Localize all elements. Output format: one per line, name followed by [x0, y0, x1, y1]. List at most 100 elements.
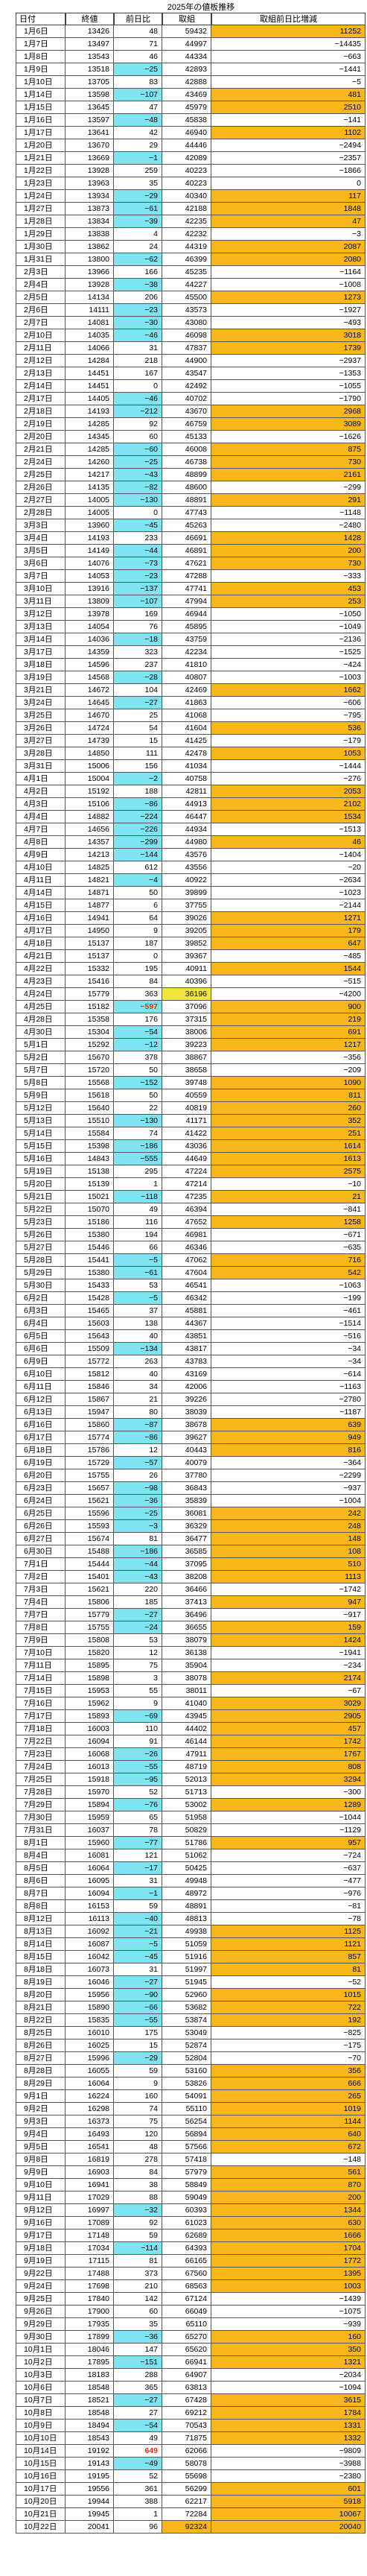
- open-interest-cell: 40922: [162, 874, 211, 887]
- open-interest-cell: 43817: [162, 1343, 211, 1355]
- change-cell: −46: [114, 393, 162, 405]
- oi-change-cell: 117: [211, 190, 366, 203]
- oi-change-cell: −333: [211, 570, 366, 583]
- oi-change-cell: 536: [211, 722, 366, 735]
- open-interest-cell: 43945: [162, 1710, 211, 1723]
- open-interest-cell: 47235: [162, 1191, 211, 1203]
- table-row: 2月10日 14035 −46 46098 3018: [16, 329, 366, 342]
- date-cell: 10月22日: [16, 2521, 66, 2534]
- oi-change-cell: −5: [211, 76, 366, 89]
- open-interest-cell: 50425: [162, 1862, 211, 1875]
- date-cell: 10月3日: [16, 2369, 66, 2382]
- oi-change-cell: −976: [211, 1887, 366, 1900]
- change-cell: 64: [114, 912, 162, 925]
- close-cell: 15806: [66, 1596, 114, 1609]
- table-row: 1月31日 13800 −62 46399 2080: [16, 253, 366, 266]
- date-cell: 8月5日: [16, 1862, 66, 1875]
- sheet-title: 2025年の値板推移: [121, 3, 281, 13]
- oi-change-cell: −1063: [211, 1279, 366, 1292]
- date-cell: 7月4日: [16, 1596, 66, 1609]
- date-cell: 7月1日: [16, 1558, 66, 1571]
- oi-change-cell: 1739: [211, 342, 366, 355]
- date-cell: 1月27日: [16, 203, 66, 215]
- change-cell: −29: [114, 2052, 162, 2065]
- date-cell: 4月24日: [16, 988, 66, 1001]
- open-interest-cell: 43783: [162, 1355, 211, 1368]
- table-row: 3月11日 13809 −107 47994 253: [16, 595, 366, 608]
- table-row: 10月2日 17895 −151 66941 1321: [16, 2356, 366, 2369]
- open-interest-cell: 64393: [162, 2242, 211, 2255]
- oi-change-cell: −671: [211, 1229, 366, 1241]
- change-cell: −555: [114, 1153, 162, 1165]
- change-cell: −18: [114, 633, 162, 646]
- close-cell: 19945: [66, 2508, 114, 2521]
- oi-change-cell: 1003: [211, 2280, 366, 2293]
- date-cell: 8月1日: [16, 1837, 66, 1849]
- table-row: 3月19日 14568 −28 40807 −1003: [16, 671, 366, 684]
- date-cell: 3月11日: [16, 595, 66, 608]
- change-cell: 187: [114, 937, 162, 950]
- change-cell: −27: [114, 2394, 162, 2407]
- open-interest-cell: 44319: [162, 241, 211, 253]
- close-cell: 16997: [66, 2204, 114, 2217]
- date-cell: 6月27日: [16, 1533, 66, 1545]
- oi-change-cell: 630: [211, 2217, 366, 2230]
- oi-change-cell: 1332: [211, 2432, 366, 2445]
- table-row: 9月16日 17089 92 61023 630: [16, 2217, 366, 2230]
- table-row: 6月5日 15643 40 43851 −516: [16, 1330, 366, 1343]
- date-cell: 2月20日: [16, 431, 66, 443]
- change-cell: −597: [114, 1001, 162, 1013]
- oi-change-cell: −1075: [211, 2306, 366, 2318]
- close-cell: 20041: [66, 2521, 114, 2534]
- oi-change-cell: −1055: [211, 380, 366, 393]
- close-cell: 15441: [66, 1254, 114, 1267]
- table-row: 7月17日 15893 −69 43945 2905: [16, 1710, 366, 1723]
- date-cell: 2月24日: [16, 456, 66, 469]
- table-row: 6月13日 15947 80 38039 −1187: [16, 1406, 366, 1419]
- table-row: 5月22日 15070 49 46394 −841: [16, 1203, 366, 1216]
- change-cell: −25: [114, 1507, 162, 1520]
- oi-change-cell: −2634: [211, 874, 366, 887]
- close-cell: 17899: [66, 2331, 114, 2344]
- date-cell: 4月14日: [16, 887, 66, 899]
- date-cell: 1月15日: [16, 101, 66, 114]
- oi-change-cell: −917: [211, 1609, 366, 1621]
- oi-change-cell: −2780: [211, 1393, 366, 1406]
- open-interest-cell: 42492: [162, 380, 211, 393]
- open-interest-cell: 46940: [162, 127, 211, 139]
- date-cell: 2月7日: [16, 317, 66, 329]
- open-interest-cell: 43670: [162, 405, 211, 418]
- change-cell: 649: [114, 2445, 162, 2458]
- oi-change-cell: −20: [211, 861, 366, 874]
- oi-change-cell: −1163: [211, 1381, 366, 1393]
- open-interest-cell: 38078: [162, 1672, 211, 1685]
- table-row: 5月28日 15441 −5 47062 716: [16, 1254, 366, 1267]
- oi-change-cell: 2575: [211, 1165, 366, 1178]
- date-cell: 8月7日: [16, 1887, 66, 1900]
- table-row: 4月21日 15137 0 39367 −485: [16, 950, 366, 963]
- date-cell: 5月28日: [16, 1254, 66, 1267]
- open-interest-cell: 37096: [162, 1001, 211, 1013]
- open-interest-cell: 41425: [162, 735, 211, 747]
- change-cell: 169: [114, 608, 162, 621]
- change-cell: 104: [114, 684, 162, 697]
- date-cell: 6月13日: [16, 1406, 66, 1419]
- close-cell: 15808: [66, 1634, 114, 1647]
- close-cell: 16224: [66, 2090, 114, 2103]
- open-interest-cell: 54091: [162, 2090, 211, 2103]
- close-cell: 14405: [66, 393, 114, 405]
- close-cell: 16941: [66, 2179, 114, 2192]
- date-cell: 7月25日: [16, 1773, 66, 1786]
- table-row: 1月8日 13543 46 44334 −663: [16, 51, 366, 63]
- date-cell: 8月28日: [16, 2065, 66, 2077]
- table-row: 9月26日 17900 60 66049 −1075: [16, 2306, 366, 2318]
- date-cell: 5月8日: [16, 1077, 66, 1089]
- date-cell: 10月8日: [16, 2407, 66, 2420]
- change-cell: 31: [114, 342, 162, 355]
- table-row: 3月4日 14193 233 46691 1428: [16, 532, 366, 545]
- date-cell: 3月7日: [16, 570, 66, 583]
- close-cell: 14345: [66, 431, 114, 443]
- close-cell: 15004: [66, 773, 114, 785]
- close-cell: 14054: [66, 621, 114, 633]
- oi-change-cell: −2144: [211, 899, 366, 912]
